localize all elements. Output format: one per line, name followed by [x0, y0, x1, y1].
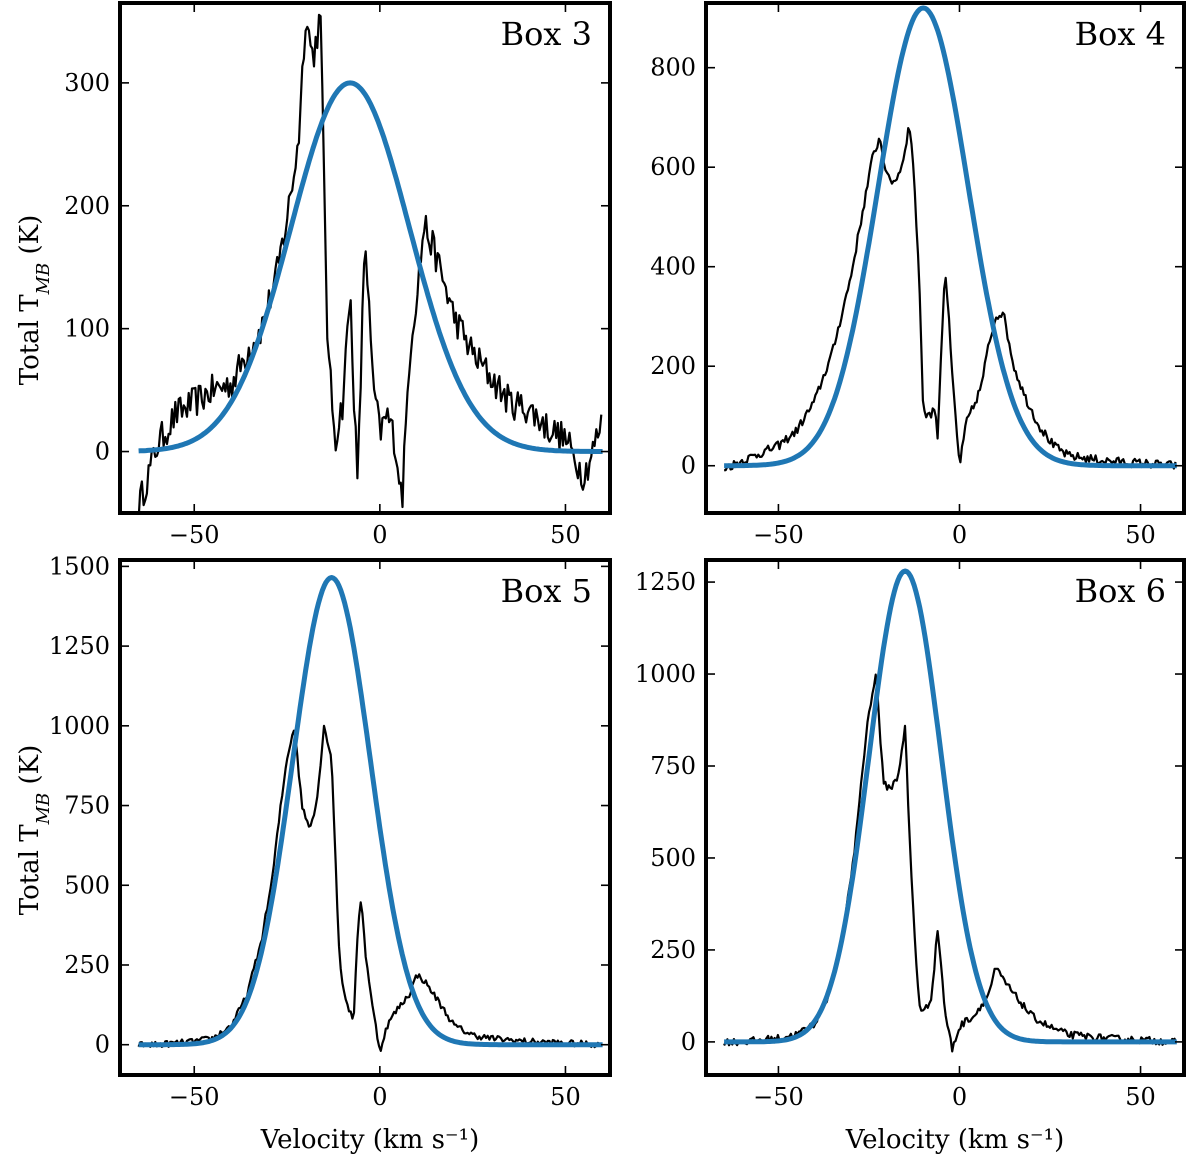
- panel-box-3: −50 0 50 0 100 200 300 Box 3: [64, 1, 612, 549]
- x-tick-label: 0: [372, 1083, 387, 1111]
- panel-box-4: −50 0 50 0 200 400 600 800 Box 4: [650, 1, 1186, 549]
- y-tick-label: 750: [64, 792, 110, 820]
- y-tick-label: 0: [681, 452, 696, 480]
- y-tick-label: 0: [95, 438, 110, 466]
- x-tick-label: 0: [372, 521, 387, 549]
- y-axis-label-top: Total TMB (K): [15, 215, 54, 386]
- observed-spectrum-line: [723, 127, 1177, 472]
- panel-title: Box 4: [1075, 15, 1166, 53]
- x-tick-label: 0: [952, 1083, 967, 1111]
- y-tick-label: 1500: [49, 552, 110, 580]
- y-axis-label-bottom: Total TMB (K): [15, 745, 54, 916]
- y-tick-label: 1000: [635, 660, 696, 688]
- panel-title: Box 6: [1075, 572, 1166, 610]
- x-tick-label: 50: [1125, 1083, 1156, 1111]
- y-tick-label: 1250: [635, 568, 696, 596]
- y-tick-label: 800: [650, 54, 696, 82]
- y-tick-label: 200: [64, 192, 110, 220]
- x-tick-label: 50: [550, 1083, 581, 1111]
- panel-title: Box 3: [501, 15, 592, 53]
- x-axis-label-right: Velocity (km s⁻¹): [845, 1125, 1064, 1155]
- plot-frame: [704, 558, 1186, 1077]
- y-tick-label: 1000: [49, 712, 110, 740]
- y-tick-label: 300: [64, 69, 110, 97]
- y-tick-label: 400: [650, 253, 696, 281]
- y-tick-label: 1250: [49, 632, 110, 660]
- x-tick-label: −50: [753, 521, 804, 549]
- plot-frame: [118, 1, 612, 515]
- observed-spectrum-line: [137, 13, 603, 513]
- y-tick-label: 250: [650, 936, 696, 964]
- x-tick-label: 50: [550, 521, 581, 549]
- gaussian-fit-line: [137, 80, 604, 454]
- observed-spectrum-line: [137, 724, 602, 1053]
- y-tick-label: 600: [650, 153, 696, 181]
- y-tick-label: 100: [64, 315, 110, 343]
- panel-title: Box 5: [501, 572, 592, 610]
- plot-frame: [704, 1, 1186, 515]
- x-tick-label: −50: [169, 1083, 220, 1111]
- y-tick-label: 250: [64, 951, 110, 979]
- x-tick-label: −50: [169, 521, 220, 549]
- x-axis-label-left: Velocity (km s⁻¹): [260, 1125, 479, 1155]
- gaussian-fit-line: [723, 568, 1178, 1045]
- y-tick-label: 200: [650, 352, 696, 380]
- y-tick-label: 750: [650, 752, 696, 780]
- x-tick-label: 0: [952, 521, 967, 549]
- y-tick-label: 500: [64, 871, 110, 899]
- x-tick-label: −50: [753, 1083, 804, 1111]
- plot-frame: [118, 558, 612, 1077]
- y-tick-label: 500: [650, 844, 696, 872]
- x-tick-label: 50: [1125, 521, 1156, 549]
- gaussian-fit-line: [723, 5, 1178, 469]
- y-tick-label: 0: [681, 1028, 696, 1056]
- observed-spectrum-line: [723, 673, 1177, 1053]
- gaussian-fit-line: [137, 575, 604, 1048]
- y-tick-label: 0: [95, 1031, 110, 1059]
